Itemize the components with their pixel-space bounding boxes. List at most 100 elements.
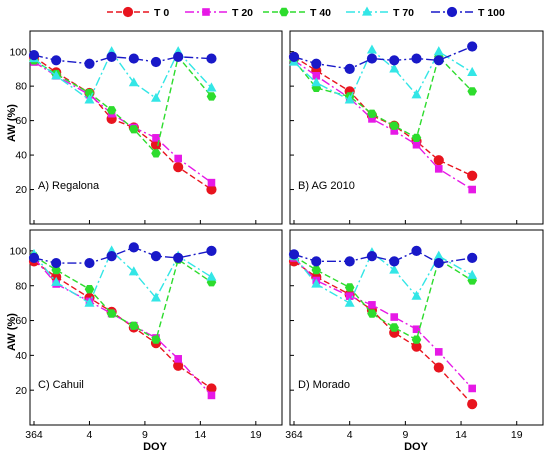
data-point — [433, 46, 444, 56]
panel-label: C) Cahuil — [38, 379, 84, 391]
data-point — [28, 252, 40, 263]
data-point — [174, 355, 182, 363]
data-point — [206, 271, 217, 281]
legend-label: T 100 — [478, 7, 505, 19]
legend-label: T 70 — [393, 7, 414, 19]
data-point — [106, 106, 117, 115]
data-point — [151, 92, 161, 102]
legend-marker — [446, 6, 458, 18]
data-point — [311, 77, 322, 87]
data-point — [150, 251, 162, 262]
x-tick-label: 14 — [455, 429, 467, 441]
data-point — [51, 257, 62, 269]
data-point — [366, 44, 377, 54]
x-tick-label: 4 — [347, 429, 353, 441]
y-tick-label: 100 — [9, 46, 27, 58]
data-point — [389, 121, 399, 130]
data-point — [411, 53, 422, 64]
data-point — [311, 278, 322, 288]
data-point — [467, 399, 478, 410]
x-tick-label: 4 — [87, 429, 93, 441]
legend-marker — [279, 7, 289, 17]
data-point — [389, 55, 400, 66]
y-tick-label: 20 — [15, 385, 27, 397]
data-point — [129, 321, 139, 330]
data-point — [344, 297, 355, 307]
legend-label: T 20 — [232, 7, 253, 19]
legend-label: T 0 — [154, 7, 169, 19]
series-line — [33, 260, 212, 389]
data-point — [288, 249, 300, 260]
data-point — [173, 252, 184, 263]
data-point — [106, 51, 117, 62]
x-tick-label: 14 — [195, 429, 207, 441]
x-tick-label: 364 — [285, 429, 303, 441]
data-point — [206, 92, 217, 101]
data-point — [366, 53, 378, 64]
panel-label: D) Morado — [298, 379, 350, 391]
data-point — [366, 251, 378, 262]
data-point — [151, 292, 161, 302]
data-point — [468, 384, 476, 393]
legend-item-t-40: T 40 — [263, 7, 331, 19]
data-point — [151, 335, 161, 344]
series-line — [33, 50, 213, 101]
data-point — [411, 89, 422, 99]
data-point — [389, 264, 400, 274]
legend-marker — [122, 6, 134, 18]
legend-item-t-20: T 20 — [185, 7, 253, 19]
data-point — [411, 290, 422, 300]
data-point — [129, 125, 139, 134]
data-point — [106, 309, 117, 318]
legend-item-t-100: T 100 — [431, 6, 505, 19]
data-point — [128, 53, 139, 64]
x-tick-label: 19 — [511, 429, 523, 441]
data-point — [367, 109, 377, 118]
data-point — [411, 335, 422, 344]
data-point — [412, 140, 421, 149]
series-t-100 — [288, 41, 478, 75]
data-point — [434, 348, 443, 356]
data-point — [433, 55, 444, 66]
series-t-0 — [28, 256, 217, 394]
data-point — [128, 242, 139, 253]
series-t-100 — [28, 50, 217, 69]
data-point — [390, 313, 399, 321]
data-point — [368, 115, 376, 123]
data-point — [467, 41, 478, 52]
data-point — [51, 70, 62, 80]
data-point — [207, 391, 216, 400]
data-point — [389, 256, 400, 267]
data-point — [128, 77, 139, 87]
panels: 20 40 60 80 100 A) Regalona B) AG 2010 20 40 60 80… — [9, 30, 544, 441]
data-point — [433, 257, 444, 269]
data-point — [467, 170, 478, 181]
data-point — [206, 245, 217, 256]
series-line — [293, 59, 473, 191]
data-point — [173, 162, 184, 173]
data-point — [206, 53, 217, 64]
series-t-100 — [288, 245, 478, 269]
series-line — [293, 255, 473, 341]
data-point — [174, 154, 182, 163]
y-tick-label: 80 — [15, 280, 27, 292]
data-point — [51, 265, 61, 275]
data-point — [434, 165, 443, 173]
data-point — [150, 56, 162, 68]
panel-a-regalona: 20 40 60 80 100 A) Regalona — [9, 30, 283, 225]
plot-frame — [29, 30, 283, 225]
data-point — [344, 283, 355, 292]
panel-label: A) Regalona — [38, 180, 100, 192]
legend-marker — [362, 6, 372, 16]
data-point — [152, 134, 160, 142]
series-line — [33, 56, 212, 191]
data-point — [433, 250, 444, 260]
legend-label: T 40 — [310, 7, 331, 19]
series-t-70 — [29, 46, 217, 104]
data-point — [207, 178, 216, 187]
series-line — [293, 55, 473, 139]
series-t-100 — [28, 242, 217, 269]
data-point — [467, 252, 478, 263]
data-point — [84, 94, 95, 104]
series-line — [33, 246, 212, 264]
